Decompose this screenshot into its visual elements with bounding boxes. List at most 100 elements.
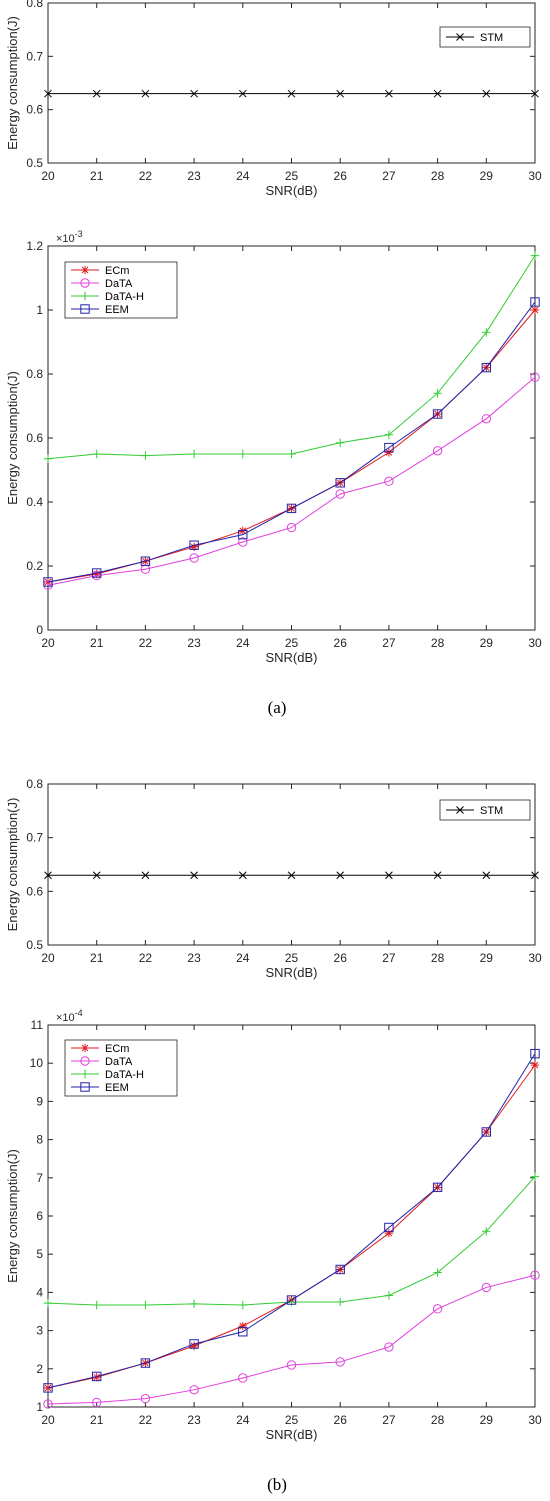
series-data-h — [43, 251, 540, 463]
x-tick-label: 22 — [139, 636, 153, 650]
chart-3: 20 21 22 23 24 25 26 27 28 29 30 0.5 0.6 0.7 0.8 SNR(dB… — [5, 777, 542, 980]
data-point — [530, 1060, 540, 1070]
legend-entry: EEM — [105, 304, 129, 316]
y-tick-label: 0.7 — [26, 49, 43, 63]
x-tick-label: 28 — [431, 169, 445, 183]
x-tick-label: 28 — [431, 951, 445, 965]
y-tick-label: 2 — [36, 1362, 43, 1376]
y-tick-label: 1.2 — [26, 239, 43, 253]
data-point — [287, 449, 296, 459]
data-point — [482, 328, 491, 337]
legend-box — [439, 799, 531, 821]
y-exponent-label: ×10-3 — [56, 229, 83, 245]
data-point — [433, 89, 442, 98]
legend-marker — [80, 291, 90, 301]
x-tick-label: 25 — [285, 951, 299, 965]
data-point — [481, 1127, 492, 1137]
data-point — [43, 1383, 53, 1393]
y-tick-label: 1 — [36, 303, 43, 317]
x-tick-label: 24 — [236, 1413, 250, 1427]
exponent-power: -4 — [75, 1008, 83, 1018]
y-tick-label: 0.5 — [26, 938, 43, 952]
legend-marker — [80, 304, 90, 314]
data-point — [189, 1339, 199, 1349]
data-point — [92, 89, 101, 98]
data-point — [336, 871, 345, 880]
x-tick-label: 28 — [431, 1413, 445, 1427]
data-point — [238, 89, 247, 98]
data-point — [433, 871, 442, 880]
data-point — [238, 1373, 248, 1383]
data-point — [238, 449, 247, 459]
data-point — [335, 1264, 345, 1275]
data-point — [286, 1295, 297, 1305]
legend-marker — [80, 265, 90, 275]
x-tick-label: 29 — [480, 169, 494, 183]
y-tick-label: 3 — [36, 1324, 43, 1338]
data-point — [238, 1300, 247, 1310]
data-point — [482, 89, 491, 98]
data-point — [286, 503, 297, 514]
data-point — [482, 1227, 491, 1236]
y-tick-label: 0.5 — [26, 156, 43, 170]
x-tick-label: 24 — [236, 169, 250, 183]
y-tick-label: 11 — [31, 1018, 44, 1032]
series-line — [47, 1274, 536, 1405]
data-point — [384, 1342, 394, 1352]
x-tick-label: 20 — [41, 1413, 55, 1427]
data-point — [44, 871, 52, 880]
data-point — [92, 1300, 101, 1310]
data-point — [92, 1373, 101, 1382]
x-tick-label: 22 — [139, 951, 153, 965]
data-point — [141, 1300, 150, 1310]
x-tick-label: 26 — [334, 169, 348, 183]
legend-marker — [80, 1043, 90, 1053]
legend-entry: ECm — [105, 1043, 129, 1055]
x-tick-label: 25 — [285, 636, 299, 650]
exponent-base: ×10 — [56, 233, 75, 245]
legend-marker — [80, 1082, 90, 1092]
data-point — [481, 362, 492, 373]
data-point — [189, 553, 199, 563]
y-tick-label: 9 — [36, 1094, 43, 1108]
x-tick-label: 24 — [236, 951, 250, 965]
data-point — [530, 1270, 540, 1280]
legend-marker — [80, 1056, 90, 1066]
x-axis-label: SNR(dB) — [265, 965, 317, 980]
legend-entry: STM — [480, 805, 503, 817]
data-point — [530, 297, 540, 307]
data-point — [335, 478, 345, 488]
y-tick-label: 8 — [36, 1133, 43, 1147]
data-point — [189, 1341, 199, 1351]
y-tick-label: 0.4 — [26, 495, 43, 509]
data-point — [238, 537, 248, 547]
data-point — [432, 409, 443, 419]
data-point — [92, 871, 101, 880]
data-point — [43, 1399, 53, 1409]
series-line — [47, 301, 536, 583]
data-point — [531, 871, 539, 880]
x-tick-label: 27 — [382, 169, 396, 183]
exponent-base: ×10 — [56, 1012, 75, 1024]
x-tick-label: 23 — [187, 169, 201, 183]
x-tick-label: 23 — [187, 636, 201, 650]
x-tick-label: 30 — [528, 169, 542, 183]
data-point — [141, 871, 150, 880]
data-point — [43, 1298, 53, 1308]
series-data-h — [43, 1172, 540, 1310]
data-point — [92, 1371, 102, 1382]
x-tick-label: 26 — [334, 636, 348, 650]
x-tick-label: 21 — [90, 636, 104, 650]
x-tick-label: 23 — [187, 951, 201, 965]
x-tick-label: 20 — [41, 169, 55, 183]
x-tick-label: 27 — [382, 951, 396, 965]
x-tick-label: 25 — [285, 169, 299, 183]
caption-a: (a) — [268, 698, 287, 717]
legend-entry: DaTA — [105, 1056, 133, 1068]
y-tick-label: 0.6 — [26, 103, 43, 117]
data-point — [189, 1299, 199, 1309]
data-point — [189, 542, 199, 551]
data-point — [530, 372, 540, 382]
data-point — [530, 305, 540, 315]
